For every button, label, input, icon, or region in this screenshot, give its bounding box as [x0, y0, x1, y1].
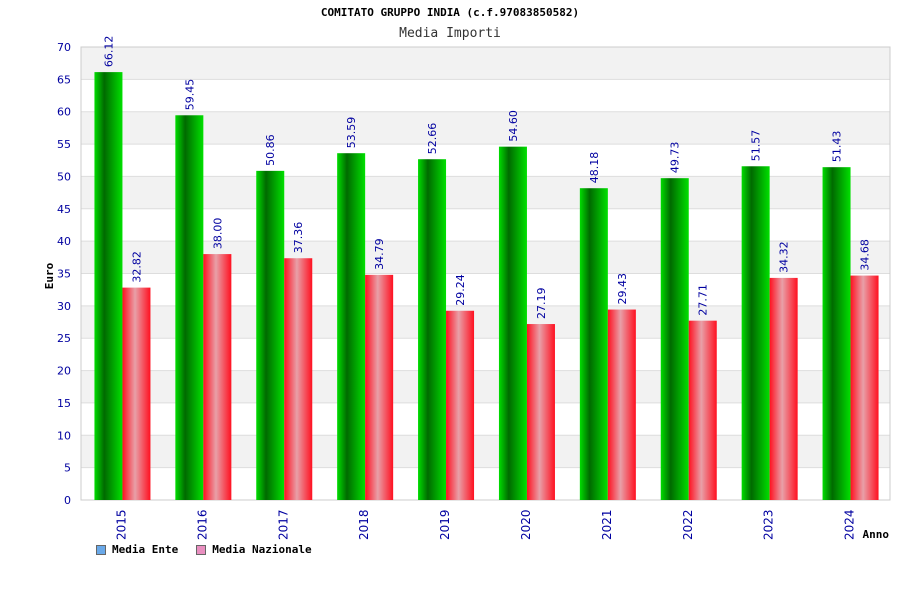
bar [337, 153, 366, 500]
y-tick-label: 60 [57, 106, 71, 119]
x-tick-label: 2020 [519, 509, 533, 540]
bar [203, 254, 232, 500]
x-tick-label: 2021 [600, 509, 614, 540]
chart-title: COMITATO GRUPPO INDIA (c.f.97083850582) [320, 6, 580, 19]
data-label: 51.57 [750, 130, 763, 162]
y-tick-label: 0 [64, 494, 71, 507]
chart-subtitle: Media Importi [399, 26, 501, 41]
bar [660, 178, 689, 501]
x-tick-label: 2024 [843, 509, 857, 540]
data-label: 34.68 [859, 239, 872, 271]
x-tick-label: 2019 [438, 509, 452, 540]
data-label: 52.66 [426, 123, 439, 155]
bar [688, 320, 717, 500]
data-label: 48.18 [588, 152, 601, 184]
x-tick-label: 2023 [762, 509, 776, 540]
bar [94, 72, 123, 501]
data-label: 29.24 [454, 274, 467, 306]
data-label: 27.19 [535, 288, 548, 320]
y-tick-label: 15 [57, 397, 71, 410]
legend-label: Media Ente [112, 543, 179, 556]
bar [498, 146, 527, 500]
y-tick-label: 70 [57, 41, 71, 54]
bar [579, 188, 608, 500]
y-tick-label: 35 [57, 268, 71, 281]
legend-label: Media Nazionale [212, 543, 312, 556]
legend: Media Ente Media Nazionale [96, 543, 312, 556]
bar [365, 274, 394, 500]
data-label: 34.32 [778, 241, 791, 273]
data-label: 59.45 [183, 79, 196, 111]
y-tick-label: 40 [57, 235, 71, 248]
y-axis-label: Euro [43, 262, 56, 289]
y-tick-label: 30 [57, 300, 71, 313]
x-tick-label: 2016 [195, 509, 209, 540]
data-label: 54.60 [507, 110, 520, 142]
bar [175, 115, 204, 501]
data-label: 34.79 [373, 238, 386, 270]
y-tick-label: 25 [57, 332, 71, 345]
data-label: 37.36 [292, 222, 305, 254]
bar [822, 167, 851, 500]
axes: 0 5 10 15 20 25 30 35 40 45 50 55 60 65 70 2015 2016 2017… [57, 41, 857, 540]
data-label: 51.43 [831, 131, 844, 163]
bar [607, 309, 636, 500]
data-labels: 66.12 32.82 59.45 38.00 50.86 37.36 53.59 34.79… [102, 36, 871, 319]
grid-band [81, 111, 890, 145]
data-label: 66.12 [102, 36, 115, 68]
bars [94, 72, 879, 501]
bar [256, 170, 285, 500]
bar [284, 258, 313, 500]
data-label: 49.73 [669, 142, 682, 174]
x-tick-label: 2017 [276, 509, 290, 540]
bar [769, 277, 798, 500]
x-tick-label: 2022 [681, 509, 695, 540]
grid-band [81, 47, 890, 80]
legend-item-media-ente: Media Ente [96, 543, 178, 556]
data-label: 53.59 [345, 117, 358, 149]
y-tick-label: 45 [57, 203, 71, 216]
y-tick-label: 10 [57, 429, 71, 442]
y-tick-label: 50 [57, 170, 71, 183]
x-axis-label: Anno [863, 528, 890, 541]
y-tick-label: 20 [57, 365, 71, 378]
bar [418, 159, 447, 500]
bar [850, 275, 879, 500]
bar [741, 166, 770, 500]
bar [122, 287, 151, 500]
plot-border [80, 46, 891, 501]
legend-swatch [196, 544, 207, 555]
bar [446, 310, 475, 500]
data-label: 27.71 [697, 284, 710, 316]
data-label: 32.82 [130, 251, 143, 283]
data-label: 29.43 [616, 273, 629, 305]
bar [526, 324, 555, 500]
data-label: 50.86 [264, 134, 277, 166]
legend-item-media-nazionale: Media Nazionale [196, 543, 312, 556]
y-tick-label: 5 [64, 462, 71, 475]
legend-swatch [96, 544, 106, 555]
data-label: 38.00 [211, 218, 224, 250]
x-tick-label: 2015 [114, 509, 128, 540]
y-tick-label: 55 [57, 138, 71, 151]
x-tick-label: 2018 [357, 509, 371, 540]
y-tick-label: 65 [57, 73, 71, 86]
